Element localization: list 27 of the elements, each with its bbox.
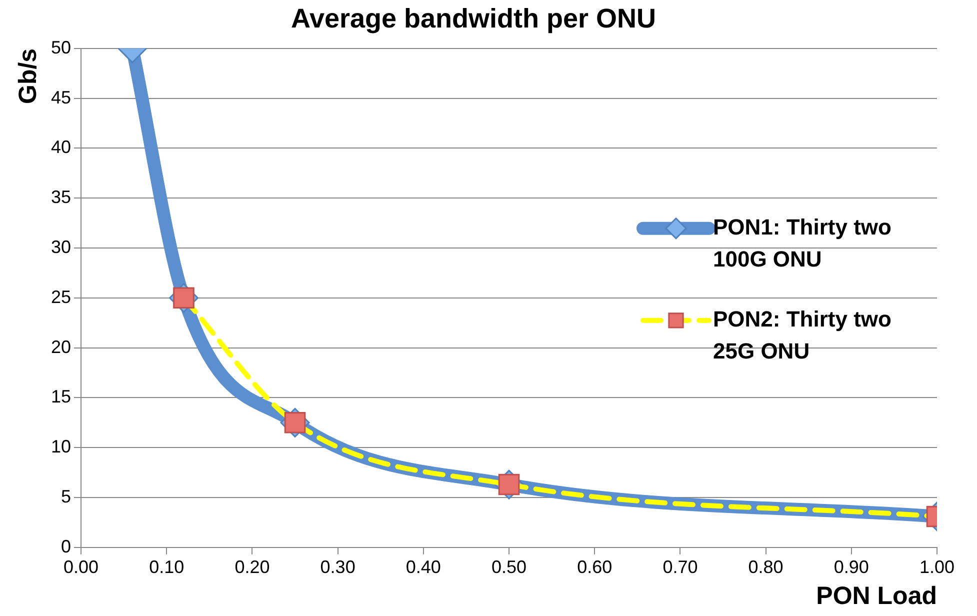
x-tick-label: 0.60 xyxy=(577,557,612,578)
y-tick-label: 5 xyxy=(61,486,72,506)
x-tick-label: 0.90 xyxy=(834,557,869,578)
y-tick-label: 15 xyxy=(50,386,72,407)
x-axis-title: PON Load xyxy=(816,582,937,610)
y-tick-label: 20 xyxy=(50,336,72,357)
y-tick-label: 0 xyxy=(61,536,72,556)
chart-title: Average bandwidth per ONU xyxy=(290,4,656,34)
x-tick-label: 0.40 xyxy=(406,557,441,578)
y-axis-title: Gb/s xyxy=(14,48,42,104)
x-tick-label: 0.50 xyxy=(491,557,527,578)
x-tick-label: 1.00 xyxy=(919,557,955,578)
x-tick-label: 0.00 xyxy=(64,557,99,578)
x-tick-label: 0.30 xyxy=(320,557,356,578)
y-tick-label: 35 xyxy=(50,187,72,208)
x-tick-label: 0.10 xyxy=(149,557,184,578)
legend-label: PON1: Thirty two 100G ONU xyxy=(713,214,892,272)
y-tick-label: 25 xyxy=(50,286,72,307)
x-tick-label: 0.20 xyxy=(234,557,270,578)
y-tick-label: 45 xyxy=(50,87,72,108)
y-tick-label: 50 xyxy=(50,37,72,58)
x-tick-label: 0.80 xyxy=(748,557,784,578)
y-tick-label: 40 xyxy=(50,137,72,158)
legend-label: PON2: Thirty two 25G ONU xyxy=(713,306,892,364)
x-tick-label: 0.70 xyxy=(662,557,698,578)
y-tick-label: 30 xyxy=(50,236,72,257)
y-tick-label: 10 xyxy=(50,436,72,457)
